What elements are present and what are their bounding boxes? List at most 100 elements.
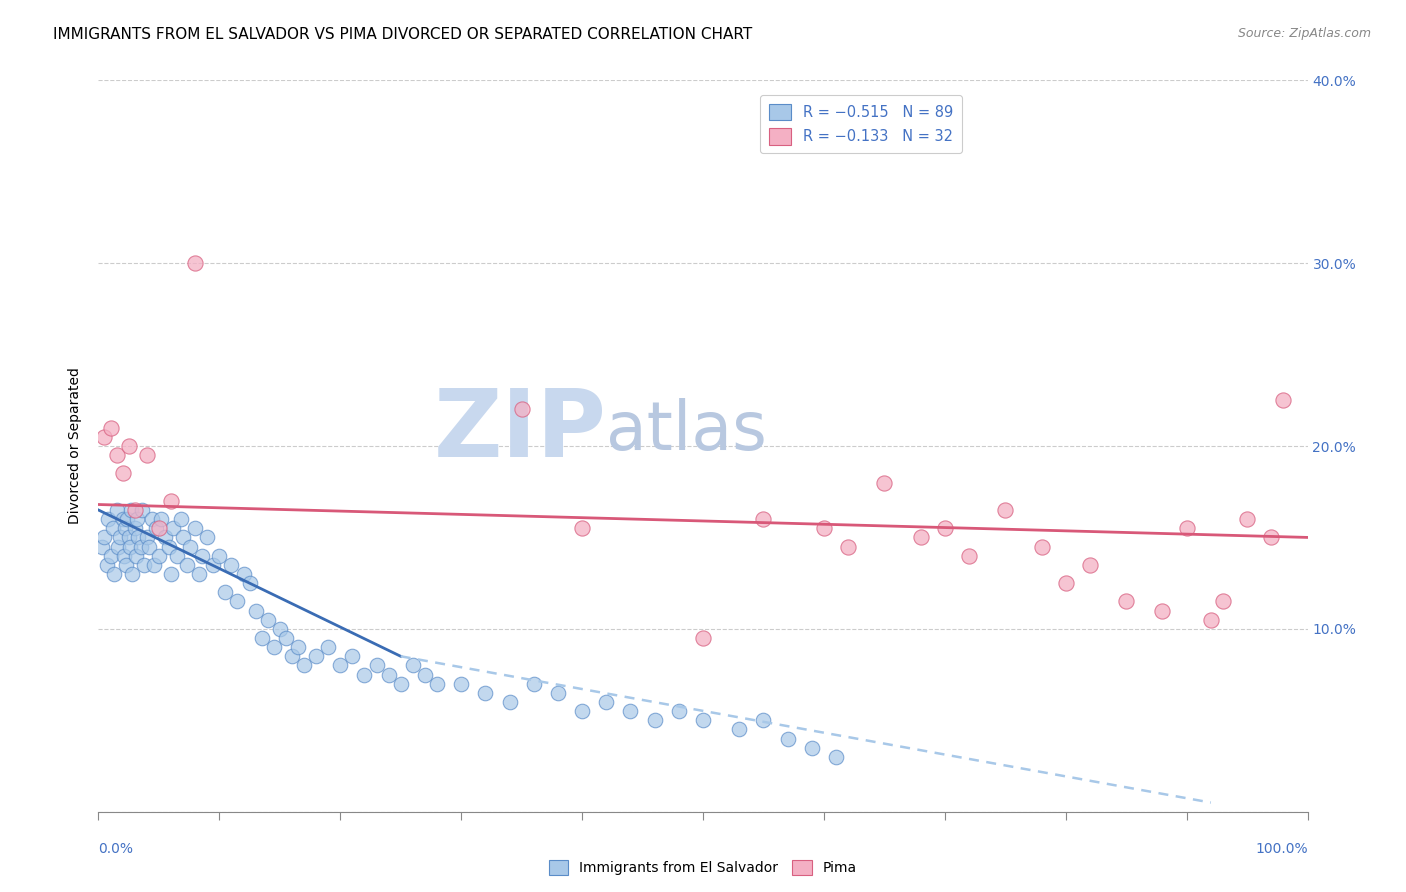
Point bbox=[389, 676, 412, 690]
Point bbox=[1054, 576, 1077, 591]
Point bbox=[474, 686, 496, 700]
Point bbox=[571, 521, 593, 535]
Point bbox=[752, 512, 775, 526]
Point bbox=[97, 512, 120, 526]
Point bbox=[160, 567, 183, 582]
Point bbox=[1115, 594, 1137, 608]
Point bbox=[160, 494, 183, 508]
Point bbox=[510, 402, 533, 417]
Point bbox=[184, 521, 207, 535]
Point bbox=[157, 540, 180, 554]
Point bbox=[93, 430, 115, 444]
Point bbox=[148, 549, 170, 563]
Point bbox=[103, 567, 125, 582]
Point bbox=[498, 695, 520, 709]
Point bbox=[179, 540, 201, 554]
Point bbox=[221, 558, 243, 572]
Point bbox=[101, 521, 124, 535]
Point bbox=[813, 521, 835, 535]
Point bbox=[191, 549, 214, 563]
Point bbox=[124, 521, 146, 535]
Legend: Immigrants from El Salvador, Pima: Immigrants from El Salvador, Pima bbox=[543, 855, 863, 880]
Point bbox=[402, 658, 425, 673]
Point bbox=[547, 686, 569, 700]
Legend: R = −0.515   N = 89, R = −0.133   N = 32: R = −0.515 N = 89, R = −0.133 N = 32 bbox=[761, 95, 962, 153]
Point bbox=[269, 622, 291, 636]
Point bbox=[115, 558, 138, 572]
Point bbox=[305, 649, 328, 664]
Point bbox=[1078, 558, 1101, 572]
Point bbox=[1175, 521, 1198, 535]
Point bbox=[111, 467, 134, 481]
Point bbox=[145, 521, 167, 535]
Text: 0.0%: 0.0% bbox=[98, 842, 134, 856]
Point bbox=[1212, 594, 1234, 608]
Point bbox=[287, 640, 309, 655]
Point bbox=[377, 667, 399, 681]
Point bbox=[148, 521, 170, 535]
Point bbox=[105, 503, 128, 517]
Point bbox=[107, 540, 129, 554]
Point bbox=[93, 530, 115, 544]
Point bbox=[800, 740, 823, 755]
Point bbox=[121, 567, 143, 582]
Point bbox=[100, 421, 122, 435]
Point bbox=[934, 521, 956, 535]
Point bbox=[143, 558, 166, 572]
Point bbox=[366, 658, 388, 673]
Point bbox=[134, 558, 156, 572]
Point bbox=[994, 503, 1017, 517]
Point bbox=[195, 530, 218, 544]
Point bbox=[124, 503, 146, 517]
Point bbox=[1260, 530, 1282, 544]
Point bbox=[141, 512, 163, 526]
Point bbox=[245, 603, 267, 617]
Point bbox=[413, 667, 436, 681]
Point bbox=[125, 549, 148, 563]
Point bbox=[117, 512, 139, 526]
Point bbox=[153, 530, 176, 544]
Point bbox=[176, 558, 198, 572]
Point bbox=[316, 640, 339, 655]
Point bbox=[263, 640, 285, 655]
Point bbox=[172, 530, 194, 544]
Point bbox=[208, 549, 231, 563]
Point bbox=[523, 676, 546, 690]
Point bbox=[329, 658, 352, 673]
Point bbox=[131, 503, 153, 517]
Point bbox=[1199, 613, 1222, 627]
Point bbox=[166, 549, 188, 563]
Point bbox=[114, 521, 136, 535]
Point bbox=[232, 567, 254, 582]
Point bbox=[837, 540, 859, 554]
Point bbox=[752, 714, 775, 728]
Point bbox=[111, 512, 134, 526]
Point bbox=[100, 549, 122, 563]
Point bbox=[281, 649, 304, 664]
Point bbox=[1152, 603, 1174, 617]
Point bbox=[120, 503, 142, 517]
Point bbox=[118, 540, 141, 554]
Point bbox=[91, 540, 114, 554]
Point bbox=[825, 749, 848, 764]
Text: IMMIGRANTS FROM EL SALVADOR VS PIMA DIVORCED OR SEPARATED CORRELATION CHART: IMMIGRANTS FROM EL SALVADOR VS PIMA DIVO… bbox=[53, 27, 752, 42]
Point bbox=[910, 530, 932, 544]
Text: 100.0%: 100.0% bbox=[1256, 842, 1308, 856]
Point bbox=[112, 549, 135, 563]
Point bbox=[108, 530, 131, 544]
Point bbox=[135, 448, 157, 462]
Point bbox=[1031, 540, 1053, 554]
Point bbox=[353, 667, 375, 681]
Point bbox=[668, 704, 690, 718]
Point bbox=[187, 567, 209, 582]
Point bbox=[728, 723, 751, 737]
Point bbox=[138, 540, 160, 554]
Point bbox=[118, 530, 141, 544]
Point bbox=[692, 631, 714, 645]
Point bbox=[96, 558, 118, 572]
Point bbox=[619, 704, 641, 718]
Point bbox=[256, 613, 278, 627]
Point bbox=[162, 521, 184, 535]
Point bbox=[226, 594, 249, 608]
Point bbox=[127, 512, 149, 526]
